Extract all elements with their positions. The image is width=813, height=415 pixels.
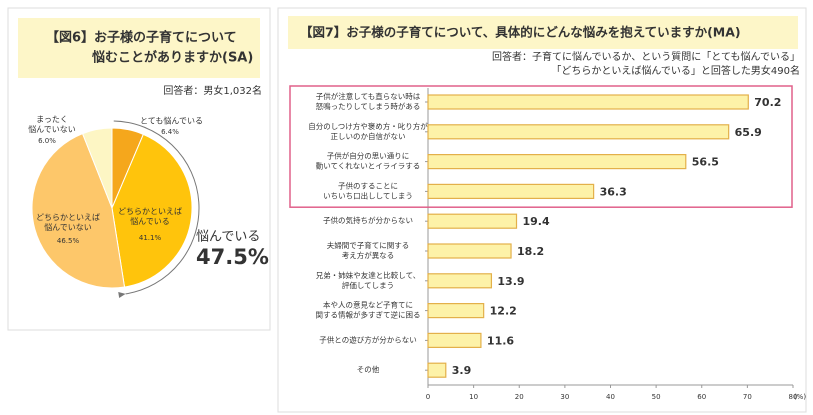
bar [427, 94, 749, 110]
pie-title: 【図6】お子様の子育てについて [46, 30, 237, 46]
category-label: その他 [357, 364, 380, 374]
annotation-value: 47.5% [196, 245, 269, 269]
right-title-box [288, 16, 798, 49]
value-label: 13.9 [497, 275, 524, 288]
pie-subtitle: 回答者：男女1,032名 [163, 84, 262, 97]
category-label: 兄弟・姉妹や友達と比較して、評価してしまう [316, 270, 420, 290]
slice-label: とても悩んでいる [140, 116, 203, 126]
annotation-text: 悩んでいる [196, 230, 260, 245]
x-tick-label: 80 [789, 393, 798, 401]
bar [427, 332, 482, 348]
bar [427, 362, 447, 378]
value-label: 19.4 [523, 215, 550, 228]
x-axis-label: (%) [794, 393, 806, 401]
category-label: 子供のすることにいちいち口出ししてしまう [323, 180, 413, 200]
bar [427, 183, 595, 199]
slice-label: どちらかといえば悩んでいる [118, 207, 182, 226]
x-tick-label: 70 [743, 393, 752, 401]
pie-slice [111, 133, 193, 288]
x-tick-label: 40 [606, 393, 615, 401]
slice-value: 41.1% [139, 234, 162, 242]
category-label: 子供が自分の思い通りに動いてくれないとイライラする [316, 151, 421, 171]
x-tick-label: 20 [515, 393, 524, 401]
bar [427, 273, 493, 289]
pie-slice [31, 132, 126, 289]
left-title-box [18, 18, 260, 78]
category-label: 子供との遊び方が分からない [319, 334, 416, 344]
category-label: 子供の気持ちが分からない [323, 215, 413, 225]
bar [427, 154, 687, 170]
x-tick-label: 0 [426, 393, 430, 401]
value-label: 56.5 [692, 156, 719, 169]
bar-subtitle: 「どちらかといえば悩んでいる」と回答した男女490名 [551, 64, 800, 77]
annotation-arc [113, 120, 200, 295]
pie-title: 悩むことがありますか(SA) [91, 50, 253, 66]
value-label: 11.6 [487, 334, 514, 347]
bar [427, 243, 512, 259]
bar [427, 124, 730, 140]
category-label: 自分のしつけ方や褒め方・叱り方が正しいのか自信がない [308, 121, 428, 141]
x-tick-label: 10 [469, 393, 478, 401]
slice-label: どちらかといえば悩んでいない [36, 213, 100, 232]
slice-value: 46.5% [57, 237, 80, 245]
x-tick-label: 60 [697, 393, 706, 401]
value-label: 12.2 [490, 305, 517, 318]
value-label: 65.9 [735, 126, 762, 139]
bar [427, 303, 485, 319]
slice-label: まったく悩んでいない [28, 115, 76, 134]
slice-value: 6.4% [161, 128, 179, 136]
bar-title: 【図7】お子様の子育てについて、具体的にどんな悩みを抱えていますか(MA) [300, 25, 741, 40]
value-label: 18.2 [517, 245, 544, 258]
bar-subtitle: 回答者：子育てに悩んでいるか、という質問に「とても悩んでいる」 [492, 50, 800, 63]
slice-value: 6.0% [38, 137, 56, 145]
x-tick-label: 50 [652, 393, 661, 401]
category-label: 本や人の意見など子育てに関する情報が多すぎて逆に困る [316, 300, 421, 320]
category-label: 子供が注意しても直らない時は怒鳴ったりしてしまう時がある [316, 91, 421, 111]
category-label: 夫婦間で子育てに関する考え方が異なる [327, 240, 410, 260]
right-panel [277, 7, 807, 413]
value-label: 70.2 [754, 96, 781, 109]
value-label: 3.9 [452, 364, 472, 377]
x-tick-label: 30 [560, 393, 569, 401]
bar [427, 213, 518, 229]
pie-slice [81, 127, 113, 209]
highlight-box [289, 85, 793, 208]
annotation-arrowhead [118, 292, 126, 298]
value-label: 36.3 [600, 185, 627, 198]
